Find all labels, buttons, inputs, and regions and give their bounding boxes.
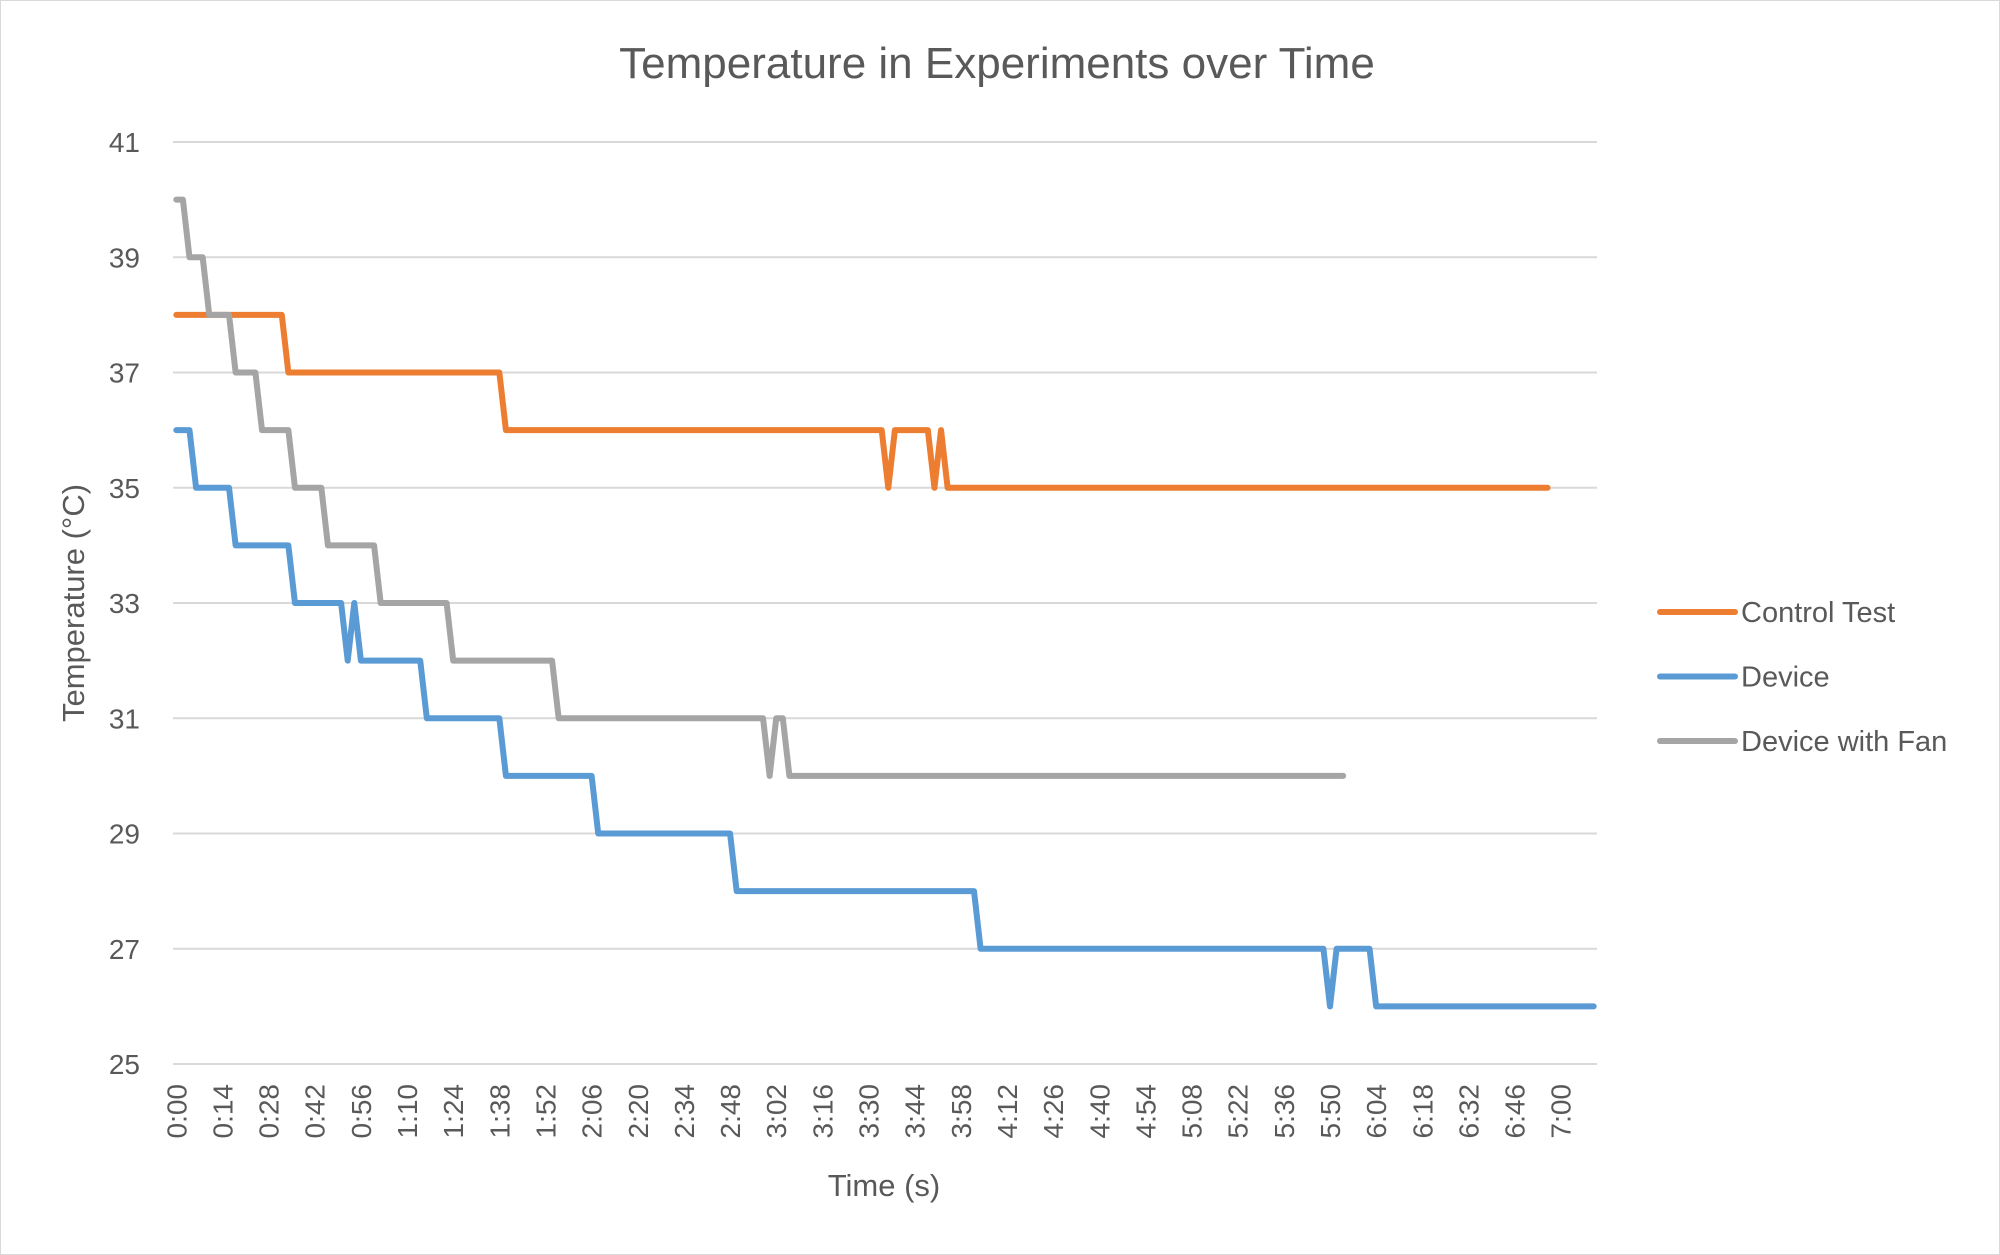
y-tick-labels: 25 27 29 31 33 35 37 39 41 [109, 127, 140, 1080]
x-tick-label: 3:58 [946, 1084, 977, 1139]
series-line-device-with-fan [173, 196, 1347, 779]
x-tick-label: 4:40 [1084, 1084, 1115, 1139]
y-tick-label: 27 [109, 934, 140, 965]
x-tick-label: 0:28 [254, 1084, 285, 1139]
y-axis-title: Temperature (°C) [56, 484, 91, 722]
y-tick-label: 37 [109, 358, 140, 389]
y-tick-label: 25 [109, 1049, 140, 1080]
x-tick-label: 7:00 [1546, 1084, 1577, 1139]
series-line-device [173, 427, 1597, 1010]
x-tick-label: 3:30 [854, 1084, 885, 1139]
x-tick-label: 4:54 [1130, 1084, 1161, 1139]
x-tick-label: 6:46 [1500, 1084, 1531, 1139]
y-tick-label: 33 [109, 588, 140, 619]
x-tick-label: 5:36 [1269, 1084, 1300, 1139]
legend: Control Test Device Device with Fan [1657, 597, 1947, 758]
x-tick-label: 2:06 [577, 1084, 608, 1139]
x-tick-label: 3:02 [761, 1084, 792, 1139]
x-tick-label: 5:08 [1177, 1084, 1208, 1139]
series-line-control-test [173, 311, 1551, 491]
y-tick-label: 39 [109, 242, 140, 273]
series-lines [173, 196, 1597, 1010]
x-tick-label: 3:16 [807, 1084, 838, 1139]
x-tick-label: 1:24 [438, 1084, 469, 1139]
x-tick-label: 2:34 [669, 1084, 700, 1139]
legend-label: Control Test [1741, 597, 1895, 629]
x-axis-title: Time (s) [828, 1168, 941, 1203]
x-tick-label: 5:22 [1223, 1084, 1254, 1139]
x-tick-labels: 0:00 0:14 0:28 0:42 0:56 1:10 1:24 1:38 1:52 2:06… [161, 1084, 1576, 1139]
x-tick-label: 3:44 [900, 1084, 931, 1139]
x-tick-label: 1:10 [392, 1084, 423, 1139]
x-tick-label: 4:12 [992, 1084, 1023, 1139]
y-tick-label: 31 [109, 703, 140, 734]
y-tick-label: 41 [109, 127, 140, 158]
x-tick-label: 0:56 [346, 1084, 377, 1139]
legend-label: Device [1741, 662, 1830, 694]
y-tick-label: 35 [109, 473, 140, 504]
x-tick-label: 2:20 [623, 1084, 654, 1139]
x-tick-label: 6:04 [1361, 1084, 1392, 1139]
x-tick-label: 0:00 [161, 1084, 192, 1139]
x-tick-label: 5:50 [1315, 1084, 1346, 1139]
chart-title: Temperature in Experiments over Time [619, 39, 1375, 88]
x-tick-label: 6:18 [1407, 1084, 1438, 1139]
x-tick-label: 1:38 [484, 1084, 515, 1139]
x-tick-label: 0:14 [207, 1084, 238, 1139]
x-tick-label: 0:42 [300, 1084, 331, 1139]
x-tick-label: 6:32 [1453, 1084, 1484, 1139]
x-tick-label: 4:26 [1038, 1084, 1069, 1139]
y-tick-label: 29 [109, 819, 140, 850]
x-tick-label: 1:52 [530, 1084, 561, 1139]
legend-label: Device with Fan [1741, 726, 1947, 758]
x-tick-label: 2:48 [715, 1084, 746, 1139]
